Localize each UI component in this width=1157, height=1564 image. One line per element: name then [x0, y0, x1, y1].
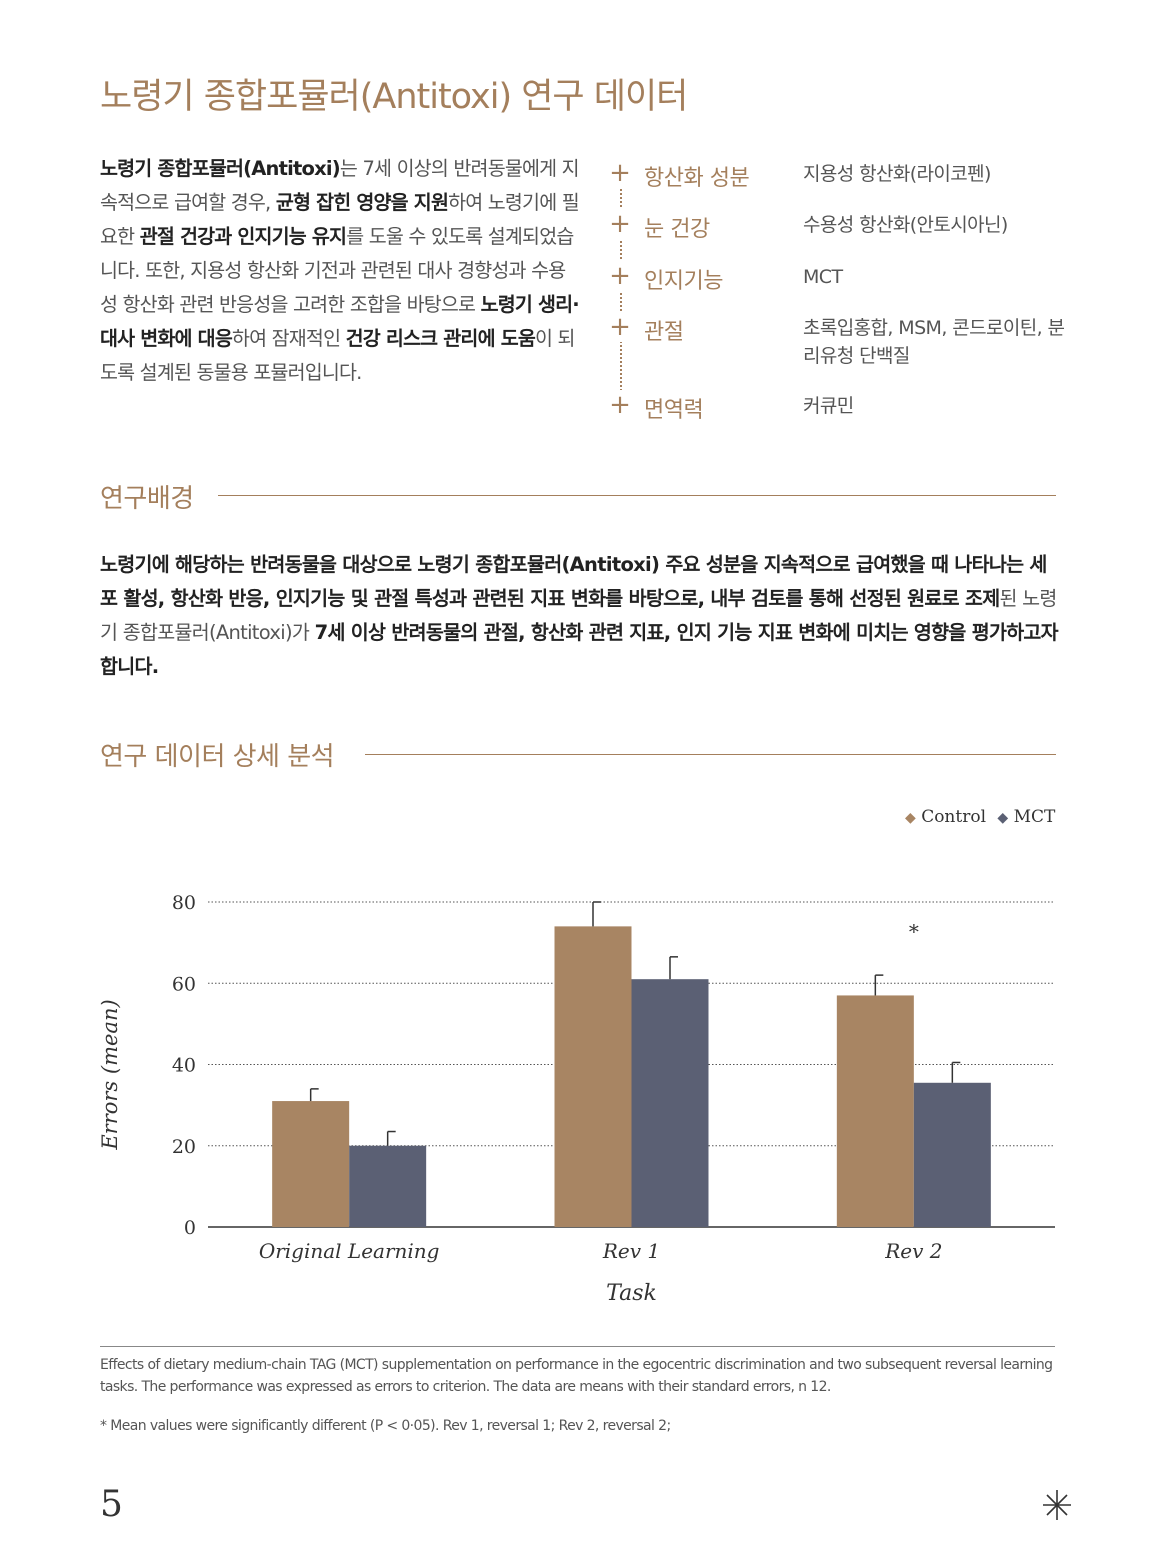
y-tick-label: 20: [172, 1136, 196, 1158]
ingredient-row: + 눈 건강 수용성 항산화(안토시아닌): [608, 209, 1068, 243]
x-tick-label: Rev 2: [884, 1239, 942, 1263]
y-tick-label: 80: [172, 892, 196, 914]
ingredient-name: 눈 건강: [644, 217, 710, 242]
caption-divider: [100, 1346, 1055, 1347]
x-tick-label: Rev 1: [602, 1239, 660, 1263]
ingredient-name: 관절: [644, 320, 684, 345]
ingredient-row: + 항산화 성분 지용성 항산화(라이코펜): [608, 158, 1068, 192]
chart-svg: 0 20 40 60 80 Original Learning Rev 1 Rev 2 * Tas…: [98, 892, 1055, 1306]
intro-text: 이 되도록 설계된 동물용 포뮬러입니다.: [100, 327, 575, 384]
intro-text: 는 7세 이상의 반려동물에게 지속적으로 급여할 경우,: [100, 157, 580, 214]
plus-icon: +: [608, 209, 632, 239]
intro-paragraph: 노령기 종합포뮬러(Antitoxi)는 7세 이상의 반려동물에게 지속적으로…: [100, 152, 580, 390]
bar-chart: 0 20 40 60 80 Original Learning Rev 1 Rev 2 * Tas…: [95, 870, 1070, 1320]
ingredient-name: 면역력: [644, 398, 704, 423]
page-number: 5: [100, 1484, 123, 1525]
ingredient-value: 지용성 항산화(라이코펜): [803, 163, 991, 185]
section-heading-background: 연구배경: [100, 484, 194, 514]
significance-marker: *: [909, 920, 919, 944]
section-divider: [365, 754, 1056, 755]
background-bold: 노령기에 해당하는 반려동물을 대상으로 노령기 종합포뮬러(Antitoxi)…: [100, 553, 1047, 610]
chart-legend: ◆ Control ◆ MCT: [905, 807, 1055, 827]
y-tick-label: 40: [172, 1055, 196, 1077]
bar-mct: [913, 1082, 991, 1227]
plus-icon: +: [608, 261, 632, 291]
background-bold: 7세 이상 반려동물의 관절, 항산화 관련 지표, 인지 기능 지표 변화에 …: [100, 621, 1059, 678]
intro-text: 를 도울 수 있도록 설계되었습니다. 또한, 지용성 항산화 기전과 관련된 …: [100, 225, 574, 316]
ingredient-name: 인지기능: [644, 269, 723, 294]
ingredient-connector-line: [620, 178, 622, 410]
ingredient-value: 수용성 항산화(안토시아닌): [803, 214, 1008, 236]
legend-label-control: Control: [921, 807, 987, 827]
intro-bold: 노령기 종합포뮬러(Antitoxi): [100, 157, 341, 180]
section-heading-analysis: 연구 데이터 상세 분석: [100, 742, 335, 772]
page-title: 노령기 종합포뮬러(Antitoxi) 연구 데이터: [100, 77, 688, 117]
section-divider: [218, 495, 1056, 496]
control-legend-marker-icon: ◆: [905, 810, 916, 826]
plus-icon: +: [608, 390, 632, 420]
bar-mct: [631, 979, 709, 1227]
figure-footnote: * Mean values were significantly differe…: [100, 1418, 671, 1434]
plus-icon: +: [608, 158, 632, 188]
ingredient-row: + 면역력 커큐민: [608, 390, 1068, 424]
plus-icon: +: [608, 312, 632, 342]
ingredient-row: + 인지기능 MCT: [608, 261, 1068, 295]
legend-label-mct: MCT: [1013, 807, 1056, 827]
intro-bold: 관절 건강과 인지기능 유지: [139, 225, 347, 248]
intro-bold: 건강 리스크 관리에 도움: [345, 327, 536, 350]
asterisk-ornament-icon: [1040, 1488, 1074, 1526]
ingredient-name: 항산화 성분: [644, 166, 750, 191]
bar-control: [272, 1101, 350, 1227]
intro-text: 하여 잠재적인: [231, 327, 346, 350]
ingredient-value: MCT: [803, 266, 843, 288]
y-tick-label: 0: [184, 1217, 196, 1239]
x-axis-title: Task: [606, 1281, 657, 1306]
y-tick-label: 60: [172, 973, 196, 995]
bar-control: [554, 926, 632, 1227]
mct-legend-marker-icon: ◆: [997, 810, 1009, 826]
ingredient-value: 초록입홍합, MSM, 콘드로이틴, 분리유청 단백질: [803, 317, 1065, 367]
y-axis-title: Errors (mean): [98, 999, 122, 1150]
ingredient-value: 커큐민: [803, 395, 854, 417]
x-tick-label: Original Learning: [259, 1239, 440, 1263]
intro-text: 하여 노령기에 필요한: [100, 191, 580, 248]
figure-caption: Effects of dietary medium-chain TAG (MCT…: [100, 1357, 1053, 1395]
ingredient-row: + 관절 초록입홍합, MSM, 콘드로이틴, 분리유청 단백질: [608, 312, 1068, 367]
intro-bold: 노령기 생리·대사 변화에 대응: [100, 293, 580, 350]
bar-control: [836, 995, 914, 1227]
background-text: 된 노령기 종합포뮬러(Antitoxi)가: [100, 587, 1057, 644]
bar-mct: [349, 1145, 427, 1227]
intro-bold: 균형 잡힌 영양을 지원: [275, 191, 449, 214]
background-paragraph: 노령기에 해당하는 반려동물을 대상으로 노령기 종합포뮬러(Antitoxi)…: [100, 548, 1060, 684]
